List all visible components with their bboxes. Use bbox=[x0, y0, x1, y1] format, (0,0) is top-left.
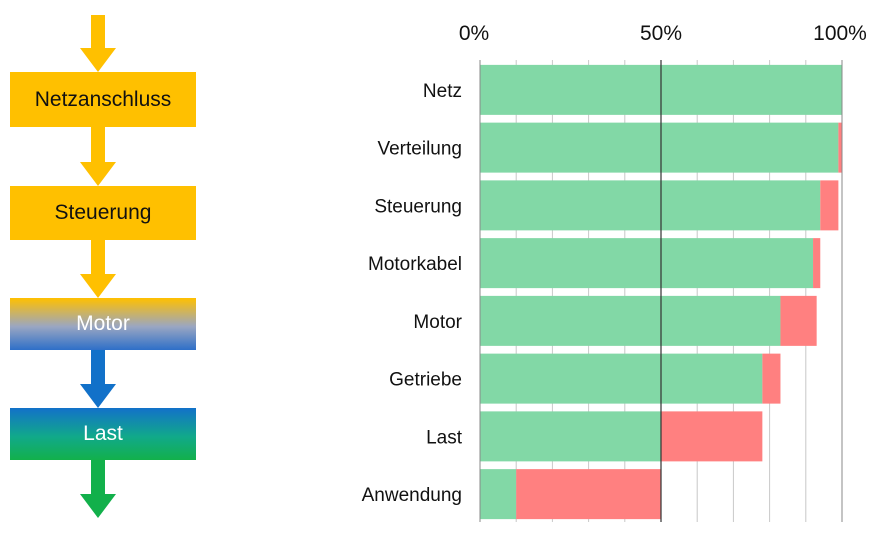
x-tick-label: 50% bbox=[640, 22, 682, 45]
category-label-motorkabel: Motorkabel bbox=[368, 254, 462, 275]
bar-red-getriebe bbox=[762, 353, 781, 404]
category-label-anwendung: Anwendung bbox=[362, 485, 462, 506]
bar-red-motor bbox=[780, 295, 817, 346]
bar-green-steuerung bbox=[480, 180, 821, 231]
bar-red-last bbox=[661, 411, 763, 462]
bar-red-steuerung bbox=[820, 180, 839, 231]
arrow-down-icon bbox=[80, 460, 116, 518]
arrow-down-icon bbox=[80, 350, 116, 408]
category-label-netz: Netz bbox=[423, 81, 462, 102]
category-label-steuerung: Steuerung bbox=[374, 196, 462, 217]
bar-green-motor bbox=[480, 295, 781, 346]
category-label-getriebe: Getriebe bbox=[389, 370, 462, 391]
category-label-motor: Motor bbox=[413, 312, 462, 333]
bar-green-verteilung bbox=[480, 122, 839, 173]
bar-green-last bbox=[480, 411, 661, 462]
flow-step-steuerung: Steuerung bbox=[10, 186, 196, 240]
flow-step-motor: Motor bbox=[10, 298, 196, 350]
bar-red-motorkabel bbox=[813, 238, 821, 289]
arrow-down-icon bbox=[80, 127, 116, 186]
category-label-verteilung: Verteilung bbox=[377, 139, 462, 160]
bar-red-verteilung bbox=[838, 122, 842, 173]
bar-green-anwendung bbox=[480, 469, 517, 520]
x-tick-label: 100% bbox=[813, 22, 867, 45]
flow-step-last: Last bbox=[10, 408, 196, 460]
flow-step-netzanschluss: Netzanschluss bbox=[10, 72, 196, 127]
category-label-last: Last bbox=[426, 427, 463, 448]
bar-green-motorkabel bbox=[480, 238, 814, 289]
bar-red-anwendung bbox=[516, 469, 661, 520]
arrow-down-icon bbox=[80, 15, 116, 72]
bar-green-getriebe bbox=[480, 353, 763, 404]
arrow-down-icon bbox=[80, 240, 116, 298]
x-tick-label: 0% bbox=[459, 22, 489, 45]
